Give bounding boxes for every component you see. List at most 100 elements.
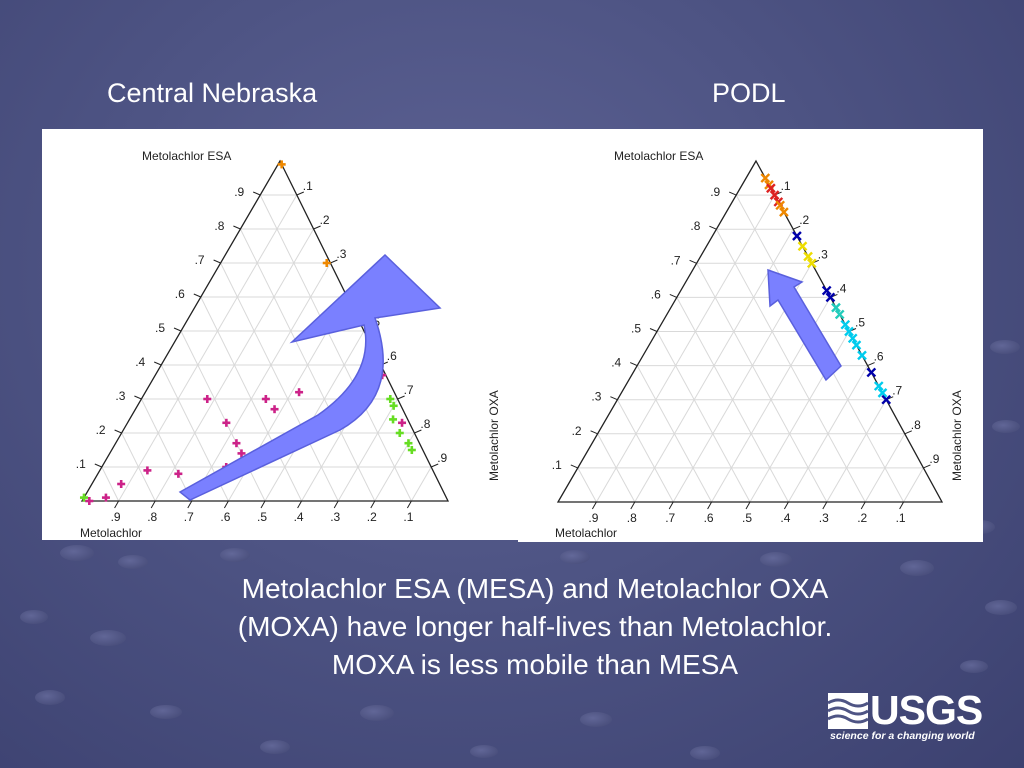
tick-mark	[370, 500, 376, 509]
tick-label-bottom: .2	[367, 510, 377, 524]
data-point	[821, 285, 832, 296]
data-point	[866, 367, 877, 378]
tick-mark	[591, 501, 597, 510]
data-point	[779, 207, 789, 217]
data-point	[831, 302, 841, 313]
tick-mark	[414, 429, 422, 434]
tick-label-bottom: .7	[184, 510, 194, 524]
data-point	[806, 258, 817, 269]
data-point	[389, 401, 398, 410]
background-bubble	[990, 340, 1020, 354]
data-point	[322, 259, 331, 267]
grid-line	[191, 262, 331, 502]
tick-label-bottom: .9	[111, 510, 121, 524]
caption-line: (MOXA) have longer half-lives than Metol…	[237, 611, 833, 642]
tick-mark	[431, 463, 439, 468]
grid-line	[410, 466, 432, 502]
data-point	[79, 493, 88, 502]
grid-line	[656, 331, 751, 503]
tick-label-left: .5	[155, 321, 165, 335]
tick-mark	[134, 395, 142, 400]
tick-mark	[333, 500, 339, 509]
tick-label-left: .6	[651, 287, 661, 301]
tick-mark	[187, 500, 193, 509]
tick-mark	[630, 362, 638, 367]
data-point	[386, 395, 395, 403]
grid-line	[180, 330, 266, 502]
tick-label-left: .3	[591, 390, 601, 404]
tick-label-left: .4	[135, 355, 145, 369]
data-point	[277, 160, 286, 169]
data-point	[840, 319, 851, 330]
tick-label-right: .6	[874, 350, 884, 364]
tick-label-bottom: .5	[257, 510, 267, 524]
tick-mark	[193, 293, 201, 298]
axis-label-top: Metolachlor ESA	[142, 149, 231, 163]
tick-mark	[253, 191, 261, 196]
tick-label-right: .1	[781, 179, 791, 193]
straight-trend-arrow	[767, 268, 842, 382]
background-bubble	[992, 420, 1020, 433]
tick-mark	[330, 259, 338, 264]
tick-mark	[296, 191, 304, 196]
background-bubble	[90, 630, 126, 646]
tick-label-bottom: .4	[294, 510, 304, 524]
tick-mark	[590, 430, 598, 435]
tick-label-right: .2	[320, 213, 330, 227]
tick-label-left: .4	[611, 356, 621, 370]
ternary-chart-central-nebraska: .1 .2 .3 .4 .5 .6 .7 .8 .9 .1 .2 .3 .4 .5 .6 .7 .8 .9 .9 .8…	[42, 129, 518, 540]
data-point	[237, 449, 246, 458]
data-point	[203, 395, 212, 403]
data-point	[792, 231, 802, 241]
data-point	[389, 415, 398, 424]
tick-label-left: .9	[234, 185, 244, 199]
background-bubble	[760, 552, 792, 567]
tick-mark	[668, 501, 674, 510]
tick-mark	[570, 464, 578, 469]
data-point	[85, 497, 94, 505]
tick-label-right: .6	[387, 349, 397, 363]
tick-label-bottom: .4	[780, 511, 790, 525]
grid-line	[787, 365, 869, 503]
background-bubble	[60, 545, 94, 561]
tick-mark	[213, 259, 221, 264]
tick-label-left: .7	[671, 253, 681, 267]
grid-line	[903, 467, 924, 503]
tick-label-right: .8	[911, 418, 921, 432]
grid-line	[597, 433, 636, 503]
tick-mark	[406, 500, 412, 509]
grid-line	[337, 398, 399, 502]
tick-label-bottom: .9	[588, 511, 598, 525]
data-point	[232, 439, 241, 448]
background-bubble	[580, 712, 612, 727]
tick-mark	[630, 501, 636, 510]
tick-mark	[867, 362, 875, 367]
caption-line: MOXA is less mobile than MESA	[331, 649, 739, 680]
grid-line	[864, 433, 906, 503]
grid-line	[121, 432, 156, 502]
tick-label-left: .2	[96, 423, 106, 437]
tick-label-bottom: .5	[742, 511, 752, 525]
caption-line: Metolachlor ESA (MESA) and Metolachlor O…	[241, 573, 829, 604]
ternary-plot-svg: .1 .2 .3 .4 .5 .6 .7 .8 .9 .1 .2 .3 .4 .5 .6 .7 .8 .9 .9 .8…	[76, 149, 501, 540]
tick-label-left: .9	[710, 185, 720, 199]
background-bubble	[118, 555, 148, 569]
slide-caption: Metolachlor ESA (MESA) and Metolachlor O…	[140, 570, 930, 684]
tick-label-right: .9	[929, 452, 939, 466]
data-point	[101, 493, 110, 502]
tick-label-right: .8	[420, 417, 430, 431]
tick-label-bottom: .8	[147, 510, 157, 524]
data-point	[760, 173, 771, 183]
tick-mark	[822, 501, 828, 510]
tick-label-right: .5	[855, 316, 865, 330]
background-bubble	[690, 746, 720, 760]
tick-mark	[783, 501, 789, 510]
tick-mark	[260, 500, 266, 509]
data-point	[775, 200, 786, 211]
tick-mark	[729, 191, 737, 196]
tick-label-right: .1	[303, 179, 313, 193]
background-bubble	[220, 548, 250, 562]
grid-line	[826, 399, 887, 503]
tick-label-bottom: .6	[704, 511, 714, 525]
grid-line	[616, 399, 674, 503]
